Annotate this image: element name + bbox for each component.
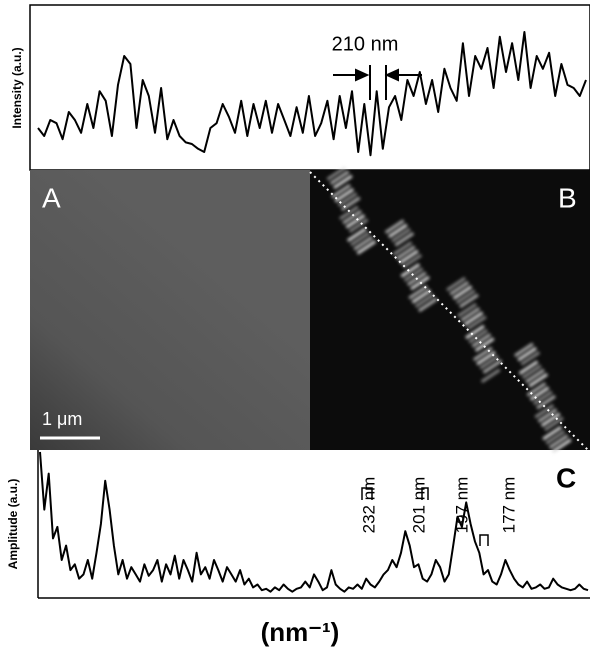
stripe — [525, 368, 545, 384]
stripe — [463, 311, 484, 326]
peak-label: 232 nm — [359, 477, 378, 534]
stripe — [337, 192, 358, 207]
stripe — [395, 245, 416, 260]
stripe — [400, 263, 421, 278]
stripe — [333, 174, 353, 190]
stripe — [537, 408, 558, 423]
stripe — [518, 360, 539, 375]
stripe — [457, 302, 477, 318]
stripe — [544, 416, 564, 432]
trace — [37, 31, 587, 157]
stripe — [388, 223, 408, 239]
stripe — [479, 355, 500, 370]
stripe — [331, 183, 351, 199]
stripe — [520, 351, 541, 366]
stripe — [468, 328, 489, 344]
stripe — [356, 240, 377, 255]
stripe — [399, 249, 419, 265]
stripe — [459, 293, 479, 309]
stripe — [455, 289, 476, 304]
stripe — [480, 368, 501, 383]
panel-label: C — [556, 462, 576, 493]
stripe — [350, 231, 370, 247]
stripe — [391, 227, 411, 243]
stripe — [384, 219, 405, 234]
stripe — [540, 412, 561, 427]
stripe — [418, 297, 438, 313]
stripe — [348, 218, 369, 233]
stripe — [411, 289, 432, 304]
stripe — [353, 235, 374, 251]
stripe — [326, 166, 347, 181]
stripe — [342, 209, 362, 225]
stripe — [402, 253, 422, 269]
stripe — [548, 434, 569, 449]
trace — [39, 451, 589, 593]
bracket — [479, 534, 489, 546]
stripe — [528, 372, 549, 388]
stripe — [345, 214, 366, 229]
stripe — [521, 364, 542, 380]
panel-label: A — [42, 182, 61, 213]
stripe — [533, 390, 553, 406]
stripe — [446, 276, 466, 292]
stripe — [339, 205, 359, 221]
x-label: (nm⁻¹) — [261, 617, 340, 647]
peak-label: 201 nm — [409, 477, 428, 534]
annotation: 210 nm — [332, 33, 399, 55]
stripe — [449, 281, 470, 296]
y-label: Intensity (a.u.) — [10, 47, 24, 128]
stripe — [482, 359, 503, 374]
stripe — [460, 307, 481, 322]
panel-label: B — [558, 182, 577, 213]
stripe — [452, 285, 473, 300]
stripe — [394, 232, 415, 247]
y-label: Amplitude (a.u.) — [6, 479, 20, 570]
stripe — [476, 350, 496, 366]
top-frame — [29, 4, 590, 171]
stripe — [329, 170, 350, 185]
stripe — [414, 293, 435, 308]
stripe — [517, 346, 537, 362]
stripe — [534, 404, 555, 419]
stripe — [536, 394, 556, 410]
stripe — [542, 425, 562, 441]
stripe — [346, 227, 367, 243]
stripe — [408, 284, 429, 300]
bracket — [361, 487, 373, 500]
stripe — [471, 333, 492, 348]
scale-label: 1 μm — [42, 409, 82, 429]
peak-label: 177 nm — [499, 477, 518, 534]
stripe — [392, 241, 413, 256]
stripe — [334, 188, 355, 203]
bracket — [421, 487, 429, 500]
stripe — [545, 430, 566, 445]
stripe — [551, 438, 572, 454]
stripe — [466, 315, 487, 331]
stripe — [474, 337, 495, 352]
stripe — [514, 342, 534, 358]
stripe — [529, 386, 550, 401]
arrows — [333, 65, 422, 100]
image-a — [30, 170, 310, 450]
image-b-texture — [326, 166, 572, 454]
stripe — [465, 324, 485, 340]
peak-label: 197 nm — [452, 477, 471, 534]
